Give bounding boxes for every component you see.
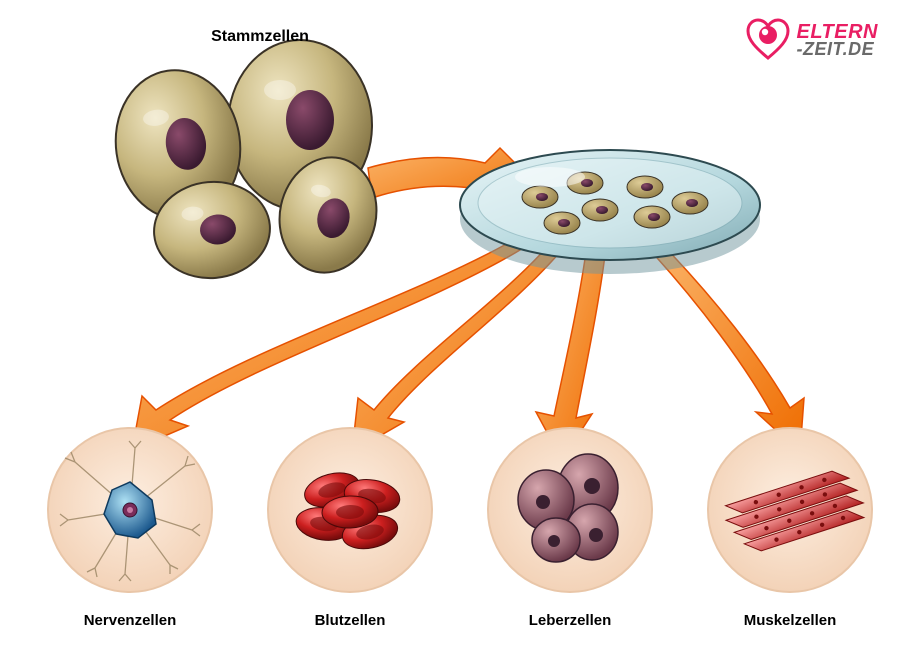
target-circle-3 <box>708 428 872 592</box>
stem-cell-cluster <box>106 40 387 283</box>
target-circle-1 <box>268 428 432 592</box>
diagram-stage <box>0 0 900 660</box>
target-circle-0 <box>48 428 212 592</box>
petri-dish <box>460 150 760 274</box>
cell-label-0: Nervenzellen <box>70 612 190 629</box>
cell-label-2: Leberzellen <box>510 612 630 629</box>
cell-label-1: Blutzellen <box>290 612 410 629</box>
cell-label-3: Muskelzellen <box>730 612 850 629</box>
title-label: Stammzellen <box>200 28 320 46</box>
arrow-branch-3 <box>650 244 804 452</box>
target-circle-2 <box>488 428 652 592</box>
